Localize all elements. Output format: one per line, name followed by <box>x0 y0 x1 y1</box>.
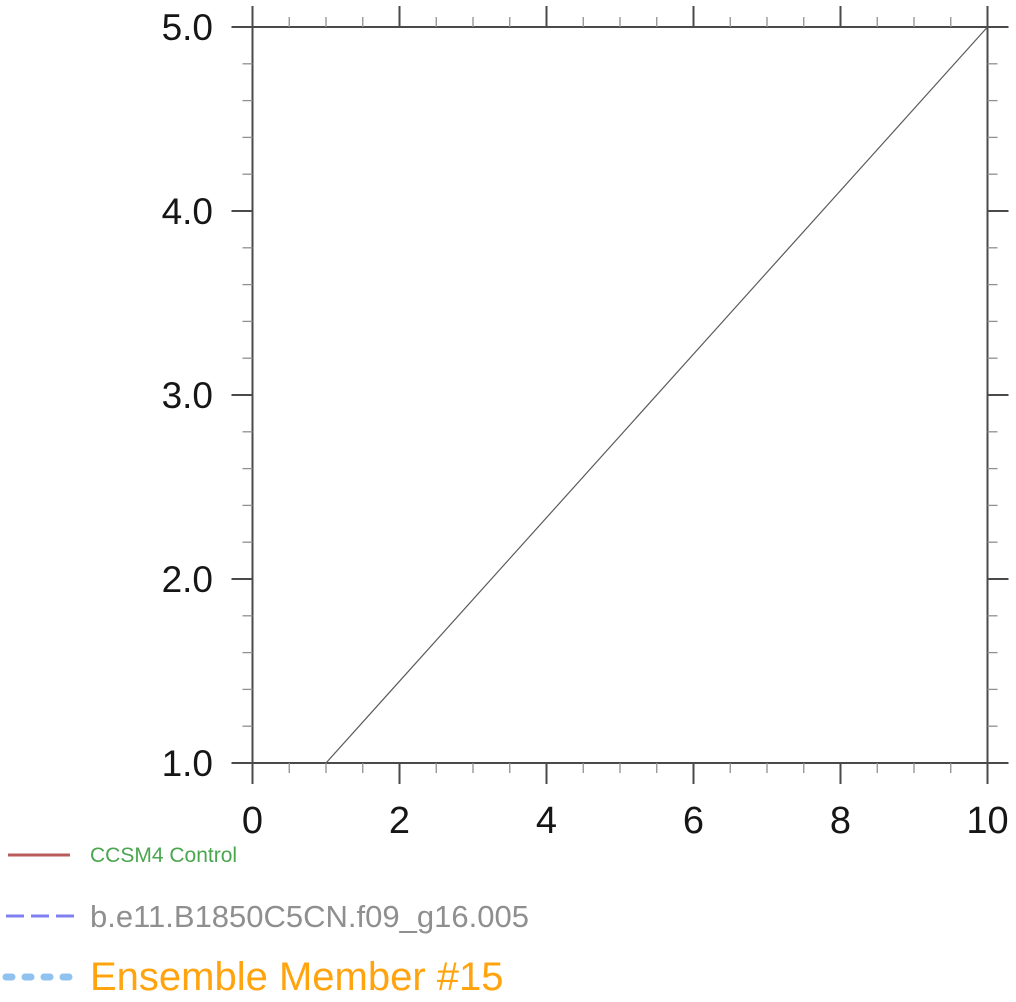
legend-entry-ccsm4-control: CCSM4 Control <box>0 840 237 870</box>
legend-line-sample-solid <box>8 853 70 857</box>
legend-label: b.e11.B1850C5CN.f09_g16.005 <box>90 898 529 934</box>
x-tick-label: 4 <box>536 800 557 840</box>
data-line <box>325 26 988 764</box>
x-tick-label: 6 <box>683 800 704 840</box>
legend-label: CCSM4 Control <box>90 843 238 867</box>
legend-line-sample-dashed <box>6 914 74 918</box>
y-tick-label: 5.0 <box>162 7 213 48</box>
x-tick-label: 10 <box>966 800 1008 840</box>
plot-frame <box>251 26 989 764</box>
x-tick-label: 8 <box>830 800 851 840</box>
legend-entry-b-e11: b.e11.B1850C5CN.f09_g16.005 <box>0 897 529 935</box>
y-tick-label: 3.0 <box>162 375 213 416</box>
x-tick-label: 0 <box>242 800 263 840</box>
legend-entry-ensemble-member: Ensemble Member #15 <box>0 953 504 1001</box>
xy-plot: 0 2 4 6 8 10 1.0 2.0 3.0 4.0 5.0 <box>162 6 1009 840</box>
x-tick-label: 2 <box>389 800 410 840</box>
y-tick-label: 4.0 <box>162 191 213 232</box>
y-tick-label: 2.0 <box>162 559 213 600</box>
legend-line-sample-thick-dashed <box>2 973 73 981</box>
y-tick-label: 1.0 <box>162 743 213 784</box>
legend-label: Ensemble Member #15 <box>90 955 504 999</box>
